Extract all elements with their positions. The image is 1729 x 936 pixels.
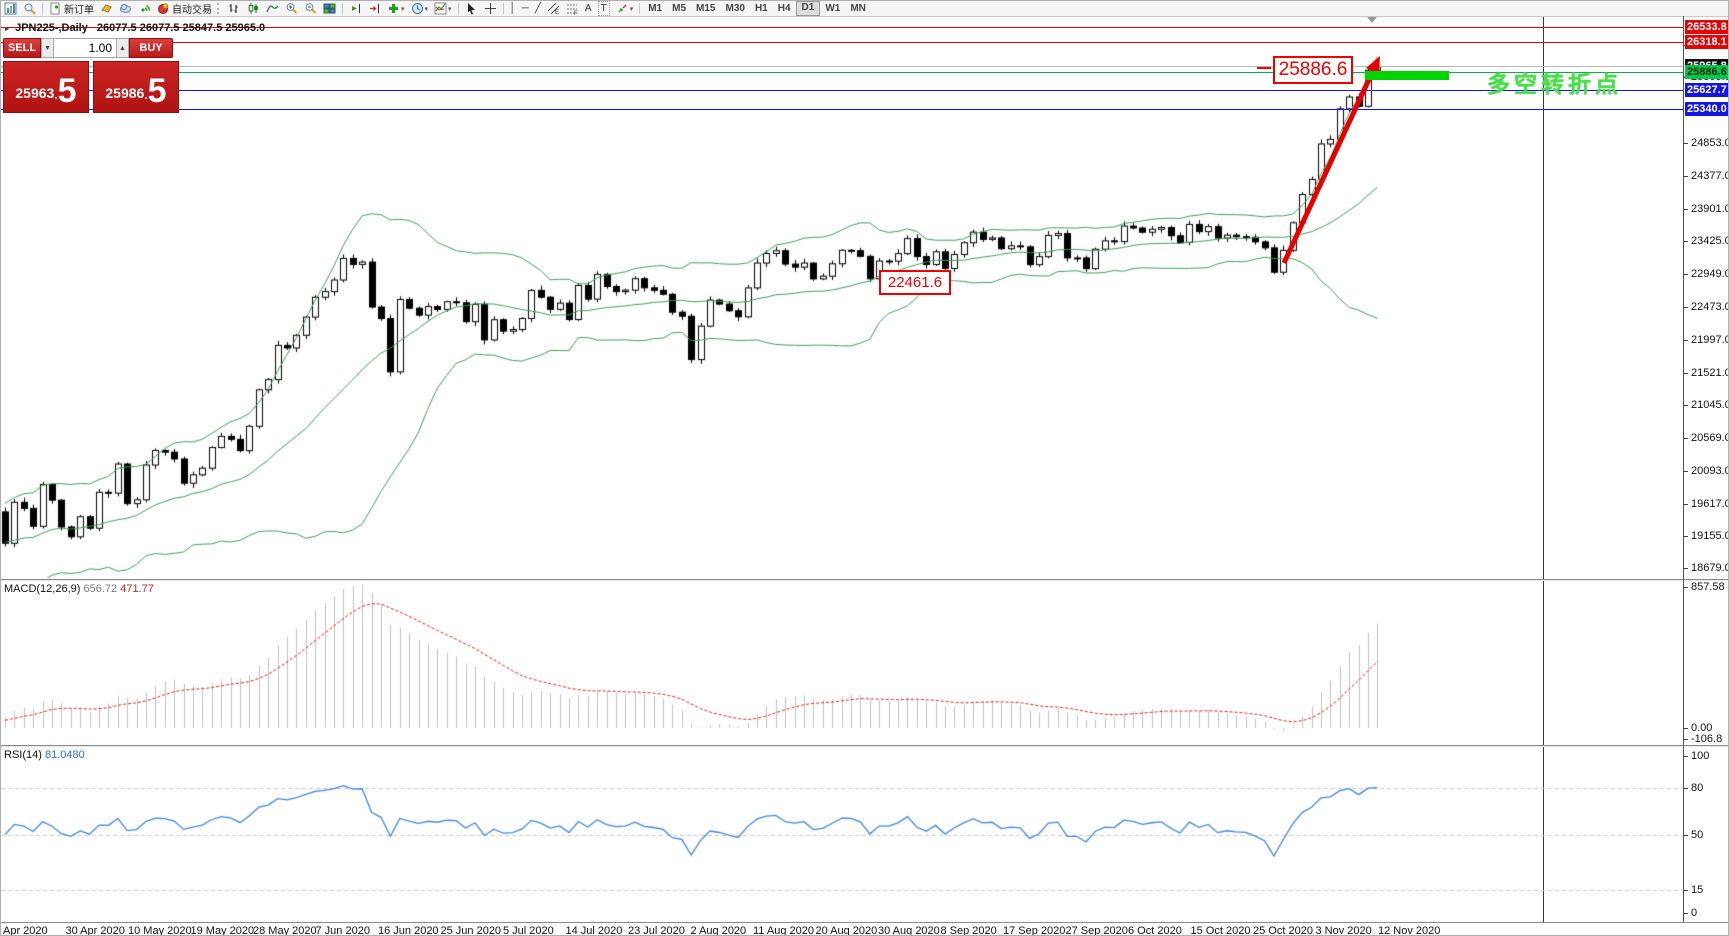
price-tick-21521.0: 21521.0 <box>1691 367 1729 379</box>
price-tick-19155.0-dash <box>1683 536 1688 537</box>
price-callout-22461-text: 22461.6 <box>887 274 943 291</box>
price-tick-22949.0: 22949.0 <box>1691 268 1729 280</box>
rsi-tick-0-dash <box>1683 913 1688 914</box>
rsi-tick-80-dash <box>1683 788 1688 789</box>
rsi-tick-50-dash <box>1683 835 1688 836</box>
chevron-up-icon: ▲ <box>119 44 126 52</box>
symbol-expand-icon[interactable]: ▸ <box>5 24 10 33</box>
macd-tick-0.00: 0.00 <box>1691 722 1713 734</box>
level-line-26318.1[interactable] <box>1 42 1683 43</box>
axis-price-marker-25340.0: 25340.0 <box>1685 102 1728 116</box>
one-click-trading-panel: SELL ▼ ▲ BUY 25963.5 25986.5 <box>3 38 183 113</box>
macd-tick--106.8-dash <box>1683 739 1688 740</box>
rsi-tick-15: 15 <box>1691 884 1704 896</box>
rsi-tick-0: 0 <box>1691 907 1698 919</box>
macd-label: MACD(12,26,9) 656.72 471.77 <box>4 583 154 595</box>
price-callout-25886[interactable]: 25886.6 <box>1273 56 1353 84</box>
macd-tick-0.00-dash <box>1683 728 1688 729</box>
rsi-tick-100: 100 <box>1691 750 1710 762</box>
turning-point-text[interactable]: 多空转折点 <box>1487 71 1622 97</box>
price-tick-24853.0: 24853.0 <box>1691 137 1729 149</box>
price-tick-23901.0: 23901.0 <box>1691 203 1729 215</box>
price-tick-22473.0: 22473.0 <box>1691 301 1729 313</box>
buy-price-fraction: 5 <box>147 72 167 110</box>
price-tick-23425.0: 23425.0 <box>1691 235 1729 247</box>
price-callout-25886-text: 25886.6 <box>1278 59 1348 80</box>
price-tick-22473.0-dash <box>1683 307 1688 308</box>
buy-price-dot: . <box>144 88 148 102</box>
rsi-name: RSI(14) <box>4 749 42 761</box>
price-tick-21521.0-dash <box>1683 373 1688 374</box>
price-tick-23901.0-dash <box>1683 209 1688 210</box>
buy-price-main: 25986 <box>105 85 145 101</box>
macd-name: MACD(12,26,9) <box>4 583 81 595</box>
rsi-label: RSI(14) 81.0480 <box>4 749 85 761</box>
price-tick-20093.0-dash <box>1683 471 1688 472</box>
axis-price-marker-26533.8: 26533.8 <box>1685 20 1728 34</box>
price-tick-20093.0: 20093.0 <box>1691 465 1729 477</box>
macd-tick--106.8: -106.8 <box>1691 733 1723 745</box>
rsi-tick-80: 80 <box>1691 782 1704 794</box>
price-tick-19155.0: 19155.0 <box>1691 530 1729 542</box>
macd-signal-value: 471.77 <box>120 583 154 595</box>
rsi-tick-50: 50 <box>1691 829 1704 841</box>
price-tick-22949.0-dash <box>1683 274 1688 275</box>
price-tick-21045.0: 21045.0 <box>1691 399 1729 411</box>
price-tick-20569.0: 20569.0 <box>1691 432 1729 444</box>
price-callout-22461[interactable]: 22461.6 <box>879 270 951 295</box>
price-tick-18679.0-dash <box>1683 568 1688 569</box>
sell-price-main: 25963 <box>15 85 55 101</box>
volume-input[interactable] <box>54 38 116 58</box>
volume-increase-button[interactable]: ▲ <box>116 38 129 58</box>
macd-tick-857.58: 857.58 <box>1691 581 1725 593</box>
price-tick-19617.0: 19617.0 <box>1691 498 1729 510</box>
price-tick-20569.0-dash <box>1683 438 1688 439</box>
rsi-tick-15-dash <box>1683 890 1688 891</box>
trend-arrow[interactable] <box>1272 51 1402 277</box>
rsi-value: 81.0480 <box>44 749 85 761</box>
level-line-25340[interactable] <box>1 109 1683 110</box>
macd-tick-857.58-dash <box>1683 587 1688 588</box>
level-line-25965.8[interactable] <box>1 66 1683 67</box>
buy-price-box[interactable]: 25986. 5 <box>93 61 179 113</box>
price-tick-23425.0-dash <box>1683 241 1688 242</box>
turning-point-rectangle[interactable] <box>1365 71 1449 80</box>
price-tick-18679.0: 18679.0 <box>1691 562 1729 574</box>
price-tick-21997.0-dash <box>1683 340 1688 341</box>
buy-button[interactable]: BUY <box>129 38 173 58</box>
axis-price-marker-25886.6: 25886.6 <box>1685 65 1728 79</box>
price-tick-19617.0-dash <box>1683 504 1688 505</box>
price-tick-24377.0: 24377.0 <box>1691 170 1729 182</box>
price-tick-24377.0-dash <box>1683 176 1688 177</box>
ohlc-values: 26077.5 26077.5 25847.5 25965.0 <box>96 22 266 34</box>
axis-price-marker-26318.1: 26318.1 <box>1685 35 1728 49</box>
chevron-down-icon: ▼ <box>44 44 51 52</box>
level-line-25627.7[interactable] <box>1 90 1683 91</box>
price-tick-24853.0-dash <box>1683 143 1688 144</box>
axis-price-marker-25627.7: 25627.7 <box>1685 83 1728 97</box>
symbol-title: JPN225-,Daily <box>15 22 88 34</box>
macd-main-value: 656.72 <box>83 583 118 595</box>
price-tick-21997.0: 21997.0 <box>1691 334 1729 346</box>
rsi-tick-100-dash <box>1683 756 1688 757</box>
volume-decrease-button[interactable]: ▼ <box>41 38 54 58</box>
sell-button[interactable]: SELL <box>3 38 41 58</box>
price-tick-21045.0-dash <box>1683 405 1688 406</box>
price-callout-dash <box>1257 67 1271 69</box>
chart-shift-marker-icon[interactable] <box>1367 17 1377 23</box>
sell-price-box[interactable]: 25963. 5 <box>3 61 89 113</box>
level-line-25886.6[interactable] <box>1 72 1683 73</box>
sell-price-dot: . <box>54 88 58 102</box>
level-line-26533.8[interactable] <box>1 27 1683 28</box>
chart-title: ▸ JPN225-,Daily 26077.5 26077.5 25847.5 … <box>5 22 265 34</box>
sell-price-fraction: 5 <box>57 72 77 110</box>
